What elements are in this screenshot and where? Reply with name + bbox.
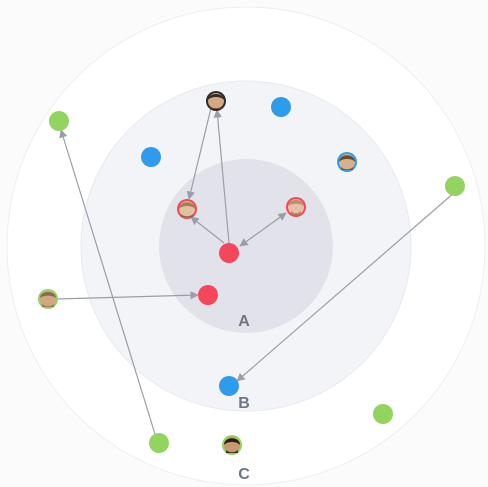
arrow-center-to-top-avatar (213, 109, 230, 244)
person-avatar-icon[interactable] (177, 199, 197, 219)
person-avatar-icon[interactable] (222, 435, 242, 455)
dots (49, 97, 465, 453)
inner-ring (159, 159, 333, 333)
green-dot-bottom-right[interactable] (373, 404, 393, 424)
arrow-bottom-green-to-top-green (59, 129, 156, 435)
arrow-left-avatar-to-red-dot (55, 291, 199, 300)
blue-dot-bottom[interactable] (219, 376, 239, 396)
red-dot-center[interactable] (219, 243, 239, 263)
arrow-top-avatar-to-left-avatar (186, 107, 212, 200)
arrow-right-green-to-blue (236, 191, 456, 382)
ring-label-a: A (238, 313, 250, 330)
red-dot-lower[interactable] (198, 285, 218, 305)
green-dot-bottom-left[interactable] (149, 433, 169, 453)
blue-dot-top[interactable] (271, 97, 291, 117)
green-dot-right[interactable] (445, 176, 465, 196)
ring-label-c: C (238, 466, 250, 483)
arrows (55, 107, 456, 435)
person-avatar-icon[interactable] (337, 152, 357, 172)
ring-label-b: B (238, 395, 250, 412)
blue-dot-left[interactable] (141, 147, 161, 167)
person-avatar-icon[interactable] (286, 197, 306, 217)
arrow-center-to-left-avatar (190, 216, 225, 244)
green-dot-top-left[interactable] (49, 111, 69, 131)
avatars (38, 91, 357, 455)
arrow-center-right-avatar-bidirectional (239, 212, 287, 247)
person-avatar-icon[interactable] (38, 289, 58, 309)
person-avatar-icon[interactable] (206, 91, 226, 111)
